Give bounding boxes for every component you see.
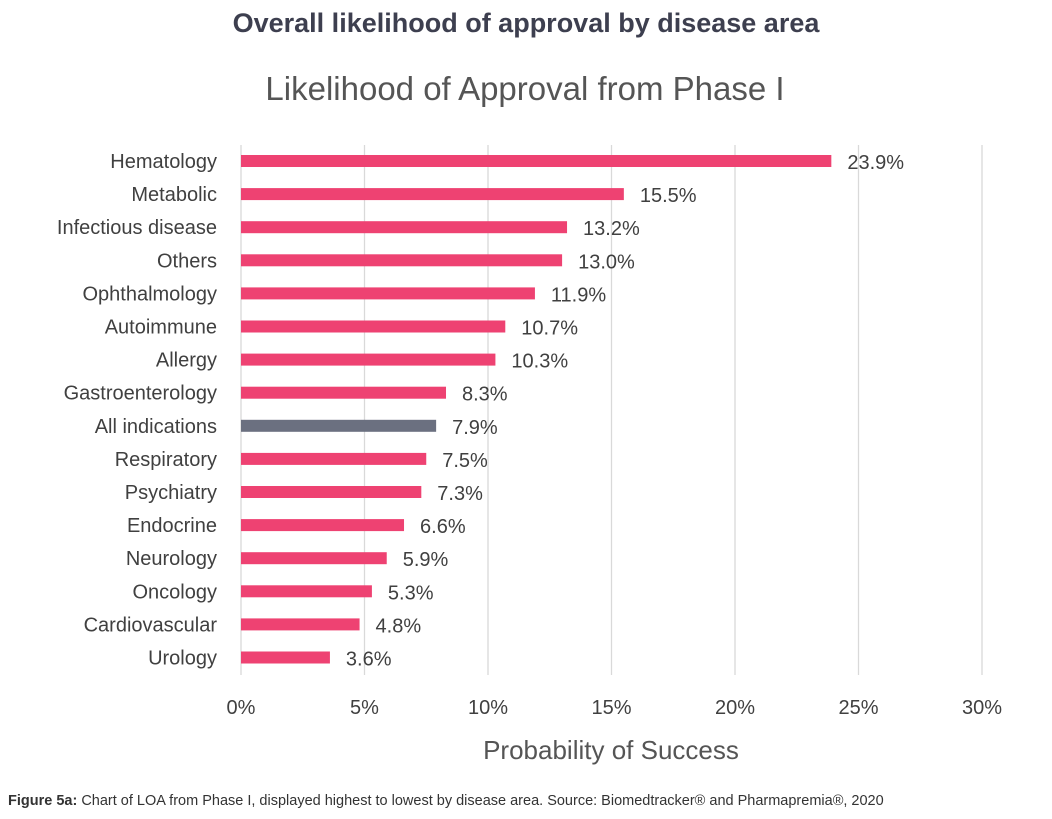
data-label: 23.9%: [847, 152, 904, 174]
bar: [241, 519, 405, 532]
x-tick-label: 20%: [715, 697, 755, 719]
bar: [241, 419, 437, 432]
bar: [241, 618, 360, 631]
category-label: Psychiatry: [125, 482, 217, 504]
chart-title: Likelihood of Approval from Phase I: [265, 70, 784, 107]
bar: [241, 155, 832, 167]
category-label: All indications: [95, 416, 217, 438]
bar: [241, 353, 496, 366]
bar: [241, 486, 422, 498]
category-label: Oncology: [133, 581, 218, 603]
page-heading: Overall likelihood of approval by diseas…: [232, 8, 820, 38]
data-label: 10.7%: [521, 318, 578, 340]
bars: [241, 155, 832, 664]
x-tick-label: 15%: [591, 697, 631, 719]
category-label: Autoimmune: [105, 317, 217, 339]
data-label: 7.5%: [442, 450, 488, 472]
category-label: Gastroenterology: [64, 383, 217, 405]
bar: [241, 552, 387, 565]
bar: [241, 287, 535, 300]
data-label: 13.2%: [583, 218, 640, 240]
x-tick-label: 5%: [350, 697, 379, 719]
caption-label: Figure 5a:: [8, 793, 78, 809]
category-labels: Hematology Metabolic Infectious disease Oth…: [57, 151, 217, 670]
category-label: Urology: [148, 648, 217, 670]
data-label: 10.3%: [511, 351, 568, 373]
bar: [241, 386, 447, 399]
data-label: 3.6%: [346, 649, 392, 671]
data-label: 8.3%: [462, 384, 508, 406]
category-label: Neurology: [126, 548, 217, 570]
data-label: 5.3%: [388, 582, 434, 604]
data-label: 5.9%: [403, 549, 449, 571]
category-label: Allergy: [156, 350, 217, 372]
bar: [241, 254, 563, 267]
data-labels: 23.9% 15.5%13.2% 13.0% 11.9% 10.7% 10.3%8.3% 7…: [346, 152, 904, 671]
bar: [241, 651, 330, 664]
data-label: 7.3%: [437, 483, 483, 505]
data-label: 7.9%: [452, 417, 498, 439]
category-label: Cardiovascular: [84, 614, 218, 636]
bar: [241, 188, 624, 201]
bar: [241, 320, 506, 333]
caption-text: Chart of LOA from Phase I, displayed hig…: [77, 793, 884, 809]
category-label: Hematology: [110, 151, 217, 173]
figure-caption: Figure 5a: Chart of LOA from Phase I, di…: [8, 793, 884, 809]
data-label: 4.8%: [376, 615, 422, 637]
data-label: 15.5%: [640, 185, 697, 207]
bar: [241, 585, 372, 598]
category-label: Ophthalmology: [82, 283, 217, 305]
category-label: Respiratory: [115, 449, 217, 471]
x-tick-labels: 0% 5% 10% 15% 20% 25% 30%: [227, 697, 1003, 719]
category-label: Infectious disease: [57, 217, 217, 239]
data-label: 13.0%: [578, 251, 635, 273]
x-tick-label: 30%: [962, 697, 1002, 719]
x-tick-label: 25%: [838, 697, 878, 719]
bar: [241, 452, 427, 465]
category-label: Metabolic: [131, 184, 217, 206]
category-label: Endocrine: [127, 515, 217, 537]
x-tick-label: 10%: [468, 697, 508, 719]
gridlines: [240, 145, 983, 675]
category-label: Others: [157, 250, 217, 272]
x-tick-label: 0%: [227, 697, 256, 719]
data-label: 11.9%: [551, 284, 606, 306]
x-axis-label: Probability of Success: [483, 735, 739, 765]
bar: [241, 221, 568, 234]
bar-chart: Likelihood of Approval from Phase I Hema…: [57, 70, 1003, 765]
data-label: 6.6%: [420, 516, 466, 538]
